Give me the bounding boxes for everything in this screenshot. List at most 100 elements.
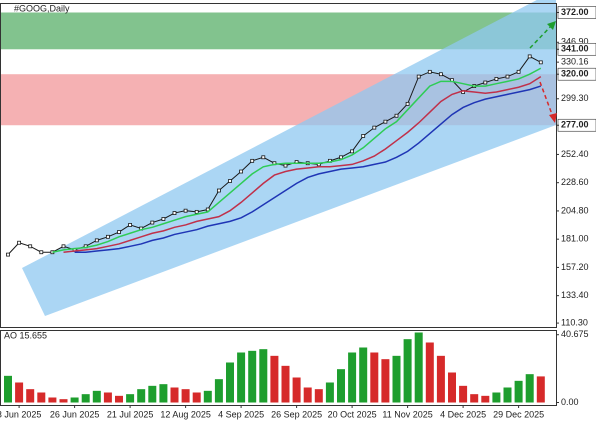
indicator-bar [126, 394, 135, 403]
indicator-bar [414, 332, 423, 403]
indicator-bar [59, 399, 68, 403]
indicator-bar [203, 390, 212, 403]
price-point [17, 240, 22, 245]
main-frame [0, 3, 557, 328]
indicator-bar [237, 352, 246, 403]
indicator-y-tick-label: 40.675 [561, 329, 589, 339]
chart-title: #GOOG,Daily [14, 3, 70, 13]
y-tick-label: 133.40 [561, 290, 589, 300]
indicator-bar [348, 352, 357, 403]
indicator-bar [425, 342, 434, 403]
indicator-bar [148, 385, 157, 403]
price-point [416, 74, 421, 79]
price-point [161, 217, 166, 221]
indicator-bar [459, 385, 468, 403]
indicator-bar [115, 395, 123, 403]
price-point [527, 54, 532, 59]
indicator-bar [159, 384, 168, 403]
indicator-bar [314, 389, 323, 403]
price-point [239, 169, 244, 174]
price-point [216, 188, 221, 193]
indicator-bar [403, 339, 412, 403]
y-tick-label: 204.80 [561, 205, 589, 215]
price-point [128, 223, 133, 227]
x-tick-label: 26 Sep 2025 [271, 409, 322, 419]
indicator-bar [525, 374, 534, 403]
price-point [61, 244, 66, 249]
series-line [63, 75, 542, 253]
x-tick-label: 21 Jul 2025 [107, 409, 154, 419]
x-tick-label: 26 Jun 2025 [50, 409, 100, 419]
indicator-bar [436, 355, 445, 403]
indicator-bar [37, 392, 46, 403]
indicator-bar [370, 352, 379, 403]
indicator-bar [48, 397, 57, 403]
indicator-bar [192, 392, 201, 403]
price-point [383, 119, 388, 124]
x-tick-label: 4 Dec 2025 [440, 409, 486, 419]
indicator-y-tick-label: 0.00 [561, 397, 579, 407]
y-tick-label: 228.60 [561, 177, 589, 187]
x-tick-label: 11 Nov 2025 [382, 409, 432, 419]
y-tick-label: 252.40 [561, 149, 589, 159]
indicator-bar [259, 349, 268, 403]
y-tick-label: 157.20 [561, 262, 589, 272]
indicator-bar [514, 380, 523, 403]
indicator-bar [359, 347, 368, 403]
price-point [516, 69, 521, 74]
price-point [250, 158, 255, 163]
indicator-bar [81, 394, 90, 403]
price-point [183, 208, 188, 213]
price-point [228, 179, 232, 183]
indicator-bar [137, 389, 146, 403]
price-point [394, 113, 399, 118]
indicator-bar [381, 359, 390, 403]
price-point [261, 155, 266, 160]
x-tick-label: 3 Jun 2025 [0, 409, 41, 419]
x-tick-label: 12 Aug 2025 [160, 409, 211, 419]
price-point [339, 155, 343, 160]
price-point [405, 101, 410, 106]
indicator-bar [292, 377, 301, 403]
indicator-bar [214, 379, 223, 403]
series-line [74, 85, 542, 253]
y-tick-label: 299.30 [561, 93, 589, 103]
indicator-bar [103, 392, 112, 403]
indicator-bar [26, 389, 35, 403]
indicator-bar [15, 382, 24, 403]
price-point [350, 149, 355, 154]
indicator-bar [248, 350, 257, 403]
price-point [538, 60, 543, 65]
price-point [438, 72, 443, 77]
price-point [172, 211, 177, 215]
price-point [94, 238, 99, 243]
indicator-bar [92, 390, 101, 403]
price-point [372, 125, 377, 130]
price-point [427, 69, 432, 74]
price-point [28, 244, 33, 249]
price-point [483, 80, 488, 85]
price-point [39, 250, 44, 255]
arrow-down [539, 81, 554, 118]
y-tick-label: 372.00 [561, 7, 589, 17]
price-point [505, 74, 510, 79]
y-tick-label: 341.00 [561, 44, 589, 54]
price-point [150, 220, 155, 225]
x-tick-label: 20 Oct 2025 [328, 409, 377, 419]
x-tick-label: 4 Sep 2025 [218, 409, 264, 419]
arrow-down-head [549, 113, 557, 123]
y-tick-label: 110.30 [561, 317, 588, 327]
y-tick-label: 330.16 [561, 57, 589, 67]
indicator-label: AO 15.655 [4, 330, 47, 340]
indicator-bar [70, 397, 79, 403]
indicator-bar [337, 369, 345, 403]
indicator-bar [270, 355, 279, 403]
series-line [52, 67, 542, 253]
y-tick-label: 346.90 [561, 37, 589, 47]
indicator-bar [470, 394, 479, 403]
indicator-bar [281, 365, 290, 403]
price-point [117, 230, 121, 234]
price-point [283, 163, 288, 168]
indicator-bar [481, 395, 490, 403]
price-point [194, 209, 199, 214]
